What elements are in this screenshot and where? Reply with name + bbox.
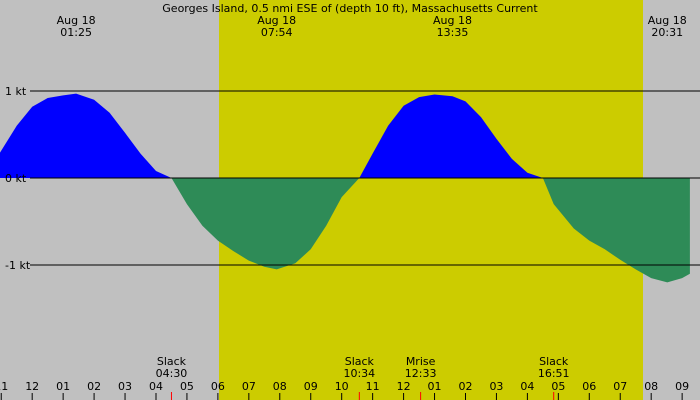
x-tick-label: 02	[458, 380, 472, 393]
event-name-label: Mrise	[406, 355, 436, 368]
x-tick-label: 01	[428, 380, 442, 393]
x-tick-label: 03	[489, 380, 503, 393]
y-tick-label: -1 kt	[5, 259, 31, 272]
peak-date-label: Aug 18	[57, 14, 96, 27]
x-tick-label: 07	[242, 380, 256, 393]
event-time-label: 16:51	[538, 367, 570, 380]
x-tick-label: 05	[551, 380, 565, 393]
peak-time-label: 01:25	[60, 26, 92, 39]
event-time-label: 12:33	[405, 367, 437, 380]
x-tick-label: 11	[0, 380, 8, 393]
x-tick-label: 11	[366, 380, 380, 393]
y-tick-label: 0 kt	[5, 172, 27, 185]
x-tick-label: 05	[180, 380, 194, 393]
x-tick-label: 08	[644, 380, 658, 393]
chart-title: Georges Island, 0.5 nmi ESE of (depth 10…	[162, 2, 538, 15]
flood-area-1	[359, 94, 543, 178]
ebb-area-0	[171, 178, 360, 270]
x-tick-label: 02	[87, 380, 101, 393]
event-name-label: Slack	[539, 355, 569, 368]
peak-time-label: 07:54	[261, 26, 293, 39]
peak-date-label: Aug 18	[257, 14, 296, 27]
event-name-label: Slack	[345, 355, 375, 368]
flood-area-0	[0, 93, 172, 178]
peak-time-label: 20:31	[651, 26, 683, 39]
event-time-label: 04:30	[156, 367, 188, 380]
peak-date-label: Aug 18	[433, 14, 472, 27]
x-tick-label: 10	[335, 380, 349, 393]
x-tick-label: 09	[304, 380, 318, 393]
ebb-area-1	[542, 178, 690, 283]
x-tick-label: 04	[520, 380, 534, 393]
x-tick-label: 04	[149, 380, 163, 393]
x-tick-label: 06	[582, 380, 596, 393]
x-tick-label: 12	[397, 380, 411, 393]
y-tick-label: 1 kt	[5, 85, 27, 98]
x-tick-label: 08	[273, 380, 287, 393]
event-name-label: Slack	[157, 355, 187, 368]
x-tick-label: 03	[118, 380, 132, 393]
x-tick-label: 07	[613, 380, 627, 393]
event-time-label: 10:34	[343, 367, 375, 380]
peak-time-label: 13:35	[437, 26, 469, 39]
x-tick-label: 06	[211, 380, 225, 393]
peak-date-label: Aug 18	[648, 14, 687, 27]
x-tick-label: 12	[25, 380, 39, 393]
x-tick-label: 09	[675, 380, 689, 393]
x-tick-label: 01	[56, 380, 70, 393]
